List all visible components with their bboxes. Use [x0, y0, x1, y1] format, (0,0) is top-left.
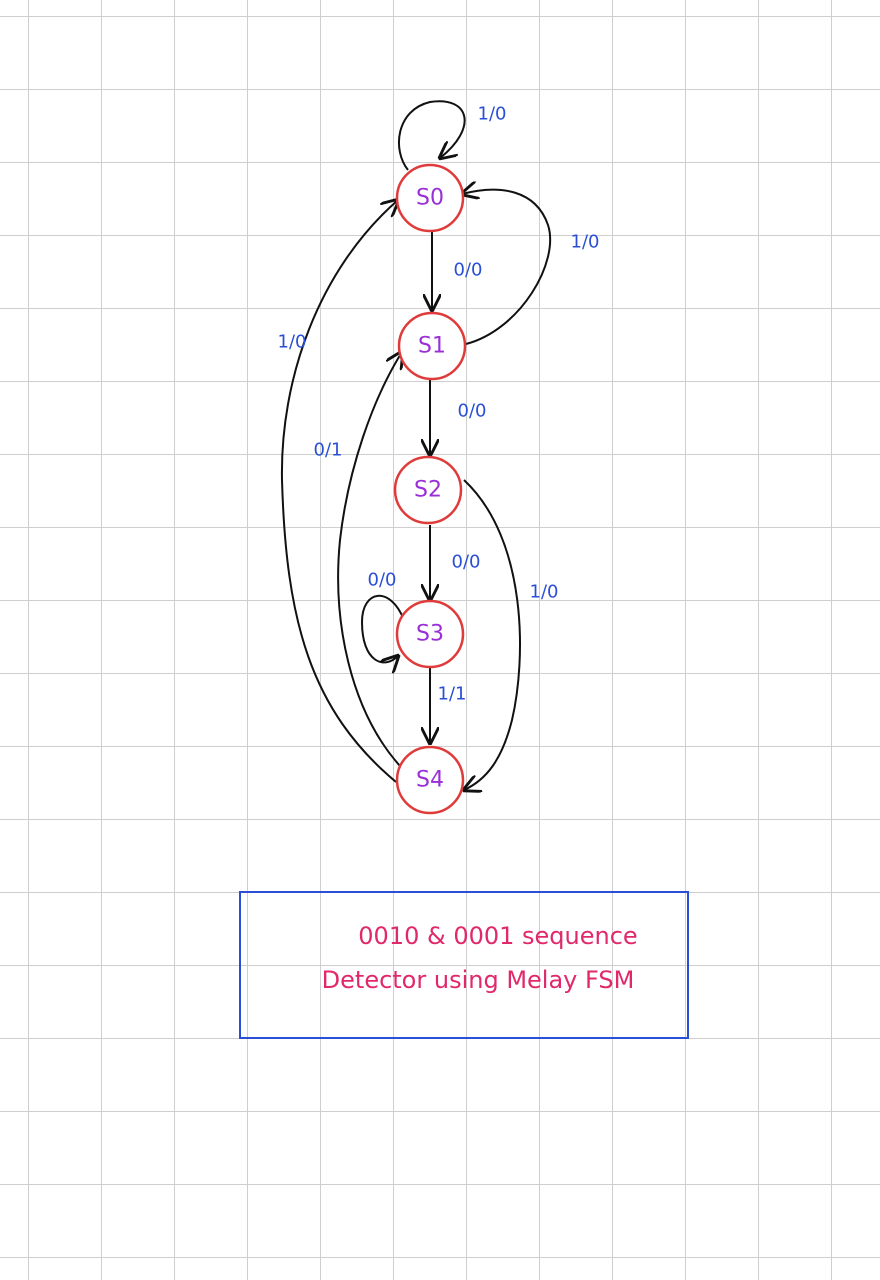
transition-s4-s0 [280, 200, 398, 783]
transition-s2-s4 [464, 479, 521, 790]
state-s4-label: S4 [416, 768, 444, 793]
label-s3-self: 0/0 [368, 570, 397, 591]
state-s3-label: S3 [416, 622, 444, 647]
title-line-2: Detector using Melay FSM [322, 966, 635, 994]
label-s1-s2: 0/0 [458, 401, 487, 422]
state-s3: S3 [395, 599, 465, 669]
state-s2-label: S2 [414, 478, 442, 503]
title-line-1: 0010 & 0001 sequence [358, 922, 637, 950]
transition-s1-s0 [462, 190, 552, 345]
label-s0-self: 1/0 [478, 104, 507, 125]
title-box [239, 891, 689, 1039]
state-s0: S0 [395, 163, 465, 233]
label-s2-s3: 0/0 [452, 552, 481, 573]
label-s4-s1: 0/1 [314, 440, 343, 461]
label-s1-s0: 1/0 [571, 232, 600, 253]
state-s2: S2 [393, 455, 463, 525]
label-s3-s4: 1/1 [438, 684, 467, 705]
state-s0-label: S0 [416, 186, 444, 211]
state-s1: S1 [397, 311, 467, 381]
transition-s4-s1 [337, 352, 402, 767]
label-s4-s0: 1/0 [278, 332, 307, 353]
transition-s3-self [360, 594, 405, 663]
state-s4: S4 [395, 745, 465, 815]
state-s1-label: S1 [418, 334, 446, 359]
transition-s0-self [397, 100, 466, 171]
label-s0-s1: 0/0 [454, 260, 483, 281]
label-s2-s4: 1/0 [530, 582, 559, 603]
